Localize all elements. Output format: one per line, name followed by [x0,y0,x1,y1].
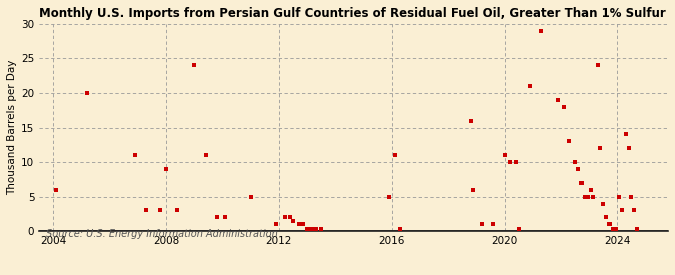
Point [310,227,321,231]
Point [570,160,580,164]
Point [513,227,524,231]
Point [536,29,547,33]
Point [608,227,618,231]
Point [598,201,609,206]
Point [200,153,211,157]
Point [51,188,61,192]
Point [629,208,640,213]
Point [623,146,634,150]
Point [620,132,631,137]
Point [271,222,281,227]
Point [211,215,222,219]
Point [553,98,564,102]
Point [395,227,406,231]
Point [304,227,315,231]
Point [626,194,637,199]
Point [82,91,92,95]
Point [588,194,599,199]
Point [279,215,290,219]
Point [616,208,627,213]
Point [468,188,479,192]
Point [172,208,183,213]
Point [585,188,596,192]
Point [477,222,487,227]
Y-axis label: Thousand Barrels per Day: Thousand Barrels per Day [7,60,17,195]
Point [605,222,616,227]
Point [298,222,308,227]
Point [488,222,499,227]
Point [572,167,583,171]
Point [583,194,593,199]
Point [389,153,400,157]
Point [155,208,166,213]
Point [285,215,296,219]
Point [383,194,394,199]
Point [465,119,476,123]
Point [579,194,590,199]
Point [558,104,569,109]
Point [245,194,256,199]
Point [161,167,171,171]
Point [632,227,643,231]
Point [307,227,318,231]
Text: Source: U.S. Energy Information Administration: Source: U.S. Energy Information Administ… [45,229,277,240]
Point [601,215,612,219]
Point [141,208,152,213]
Point [316,227,327,231]
Point [288,219,298,223]
Point [610,227,621,231]
Point [575,181,586,185]
Point [592,63,603,68]
Point [130,153,140,157]
Point [189,63,200,68]
Point [293,222,304,227]
Point [302,227,313,231]
Point [603,222,614,227]
Point [510,160,521,164]
Point [505,160,516,164]
Point [614,194,624,199]
Point [220,215,231,219]
Point [524,84,535,88]
Point [564,139,574,144]
Text: Monthly U.S. Imports from Persian Gulf Countries of Residual Fuel Oil, Greater T: Monthly U.S. Imports from Persian Gulf C… [39,7,666,20]
Point [595,146,605,150]
Point [576,181,587,185]
Point [499,153,510,157]
